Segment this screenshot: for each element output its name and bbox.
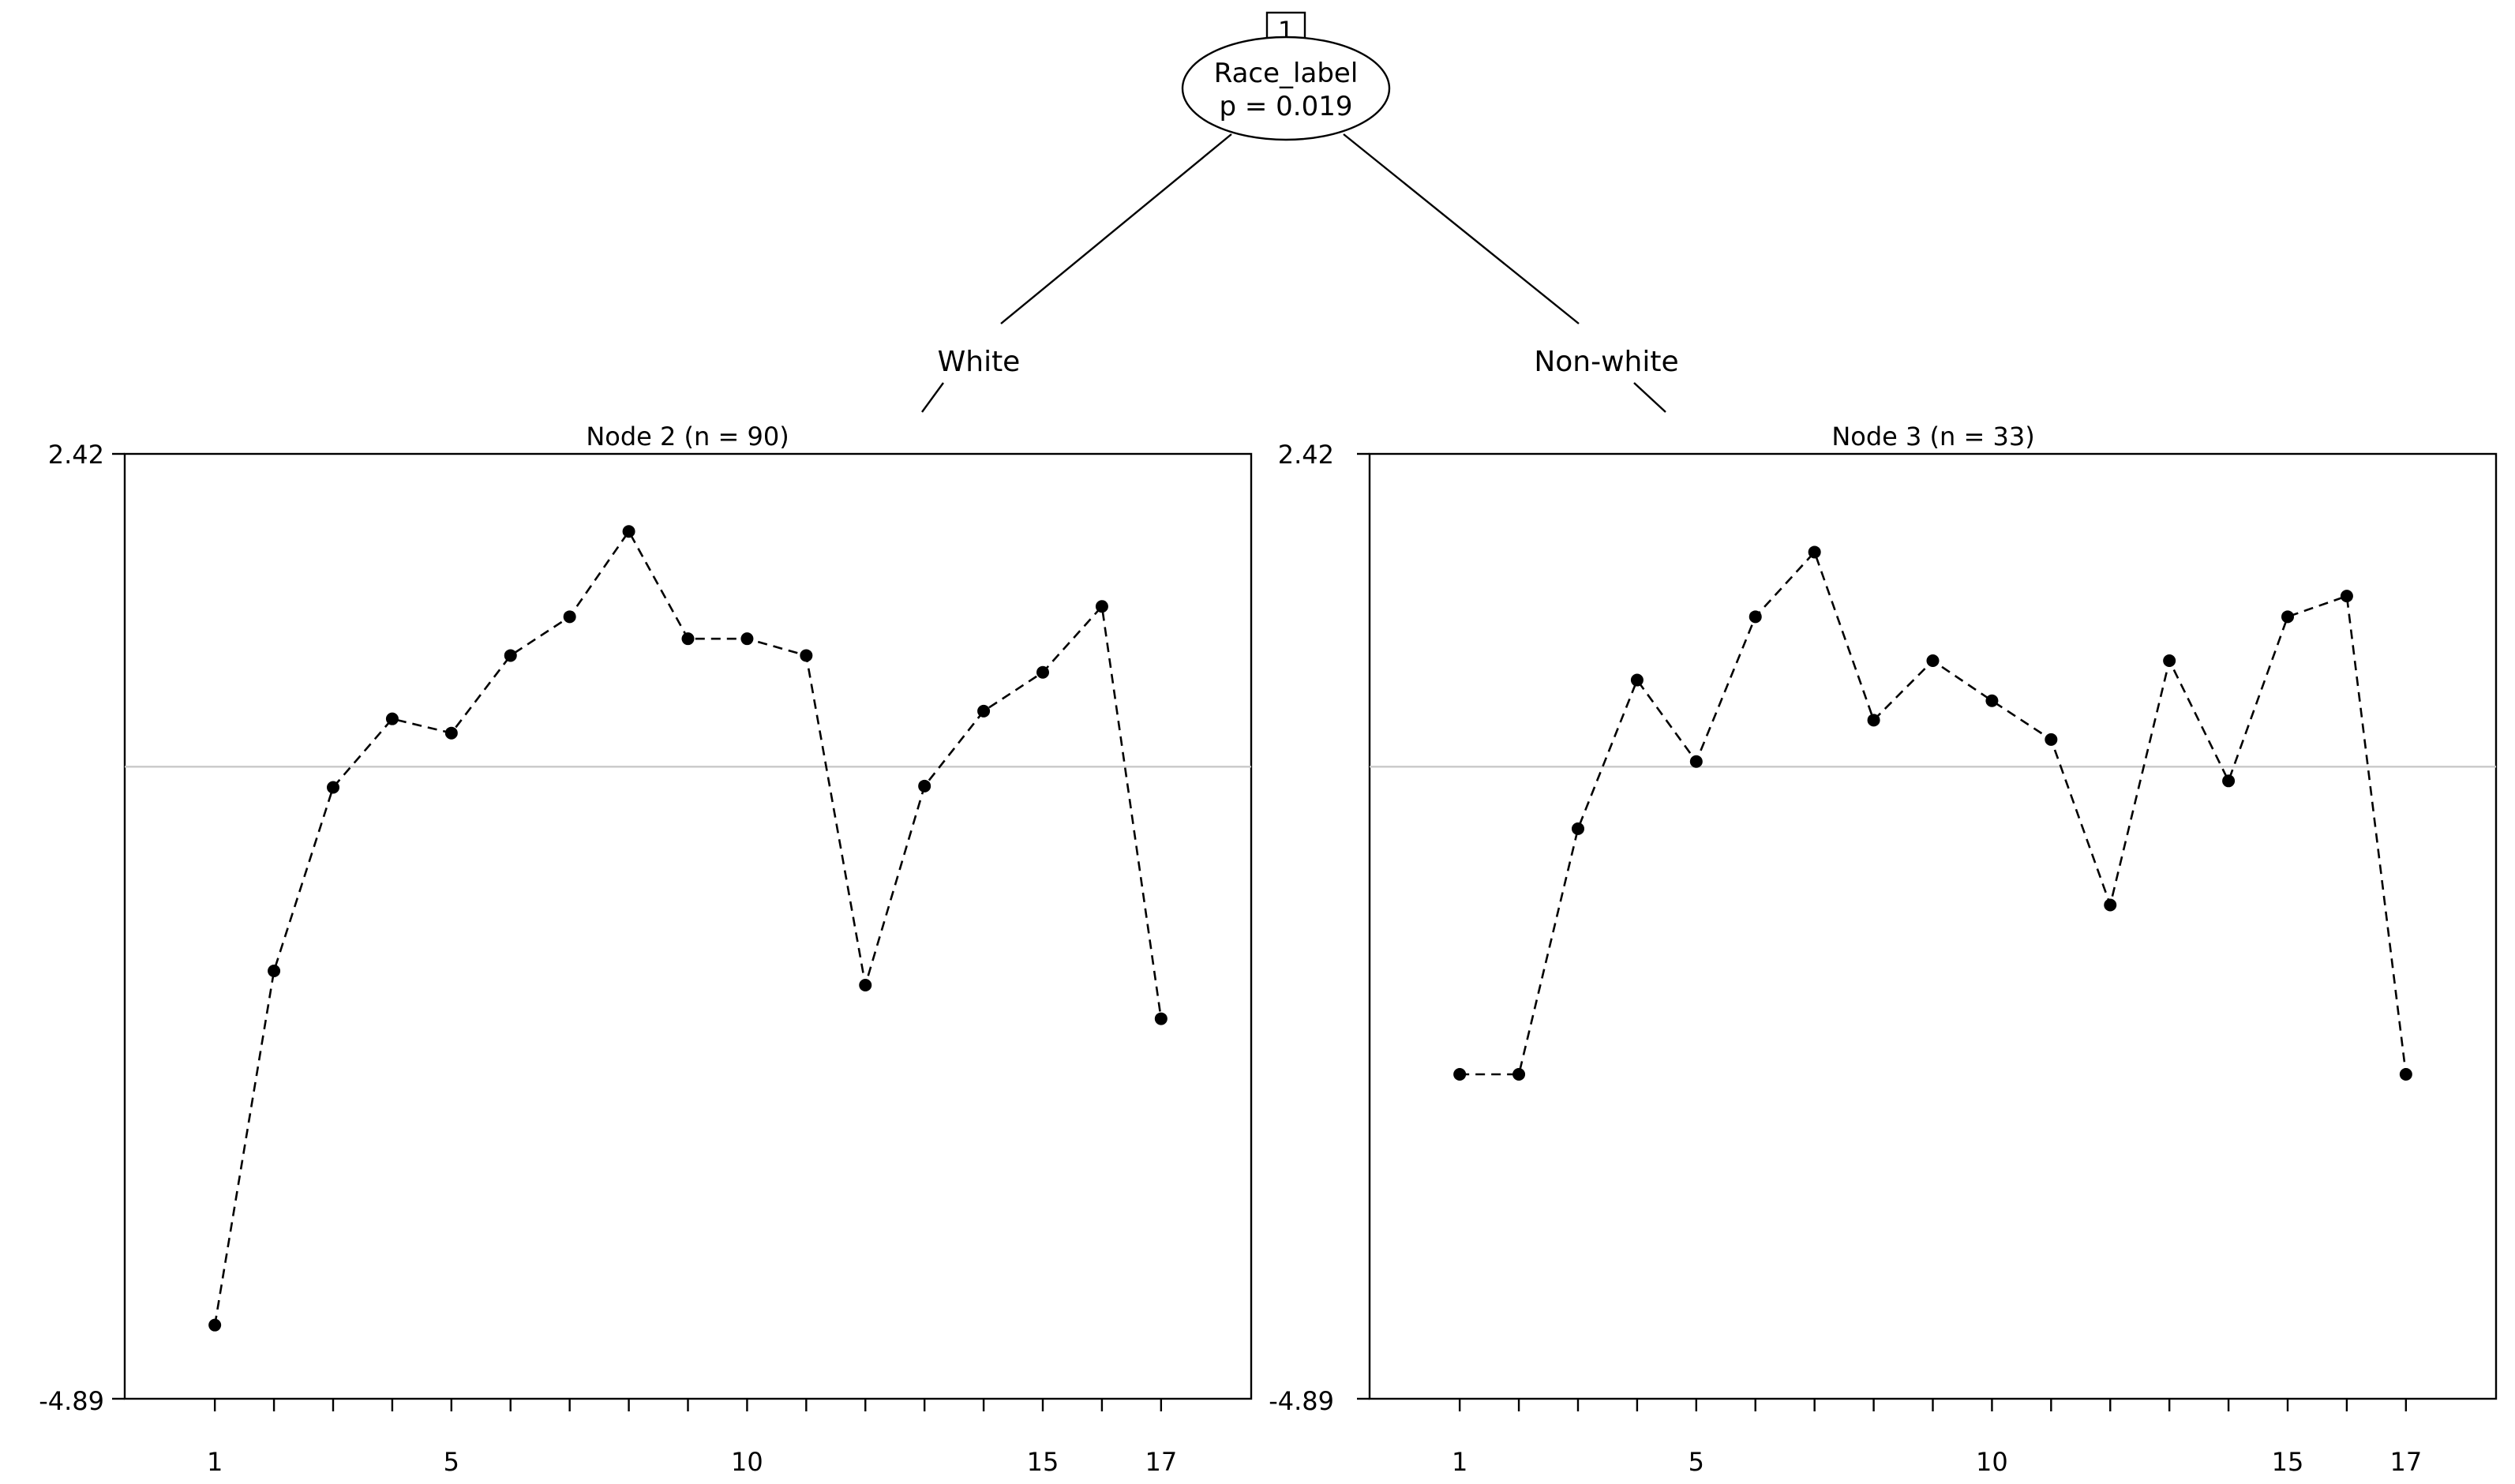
x-axis-tick-labels: 1 5 10 15 17 [1452,1447,2422,1477]
plot-frame [1368,452,2498,1400]
panel-title: Node 3 (n = 33) [1831,422,2034,452]
edge-right-lower [1633,382,1666,413]
x-axis-tick-labels: 1 5 10 15 17 [207,1447,1177,1477]
x-tick-label: 1 [207,1447,223,1477]
data-point [1689,755,1703,768]
data-point [2340,590,2353,603]
data-point [1926,654,1940,667]
data-point [1985,694,1999,707]
data-point [563,610,576,624]
series-line [213,529,1163,1325]
edge-right-label: Non-white [1534,346,1678,378]
data-point [1867,714,1880,727]
node-3-panel: Node 3 (n = 33) 2.42 -4.89 1 5 10 15 17 [1269,422,2498,1477]
data-point [268,964,281,977]
data-point [1749,610,1762,624]
data-point [208,1318,222,1332]
x-tick-label: 5 [1689,1447,1704,1477]
x-tick-label: 17 [1145,1447,1177,1477]
x-tick-label: 17 [2389,1447,2422,1477]
edge-left-lower [921,382,944,413]
x-axis-ticks [213,1399,1163,1411]
data-point [1036,665,1050,679]
series-points [1453,545,2412,1081]
x-tick-label: 10 [731,1447,763,1477]
edge-left-label: White [938,346,1021,378]
y-tick-label-bottom: -4.89 [1269,1386,1334,1416]
data-point [800,649,813,662]
node-2-panel: Node 2 (n = 90) 2.42 -4.89 1 5 10 15 17 [39,422,1253,1477]
x-tick-label: 15 [2272,1447,2304,1477]
x-tick-label: 15 [1027,1447,1059,1477]
y-tick-label-bottom: -4.89 [39,1386,104,1416]
x-tick-label: 10 [1976,1447,2008,1477]
data-point [1808,545,1821,559]
edge-right-upper [1343,133,1580,324]
series-points [208,525,1168,1332]
data-point [2222,774,2236,788]
data-point [918,779,931,793]
tree-edges: White Non-white [921,133,1679,413]
data-point [977,704,991,718]
data-point [1095,600,1108,613]
data-point [2399,1067,2412,1081]
data-point [1154,1012,1168,1025]
data-point [740,632,754,646]
data-point [385,712,399,725]
y-tick-label-top: 2.42 [1278,440,1334,470]
data-point [1571,822,1584,835]
root-node: 1 Race_label p = 0.019 [1181,11,1391,141]
data-point [2163,654,2176,667]
data-point [622,525,635,538]
data-point [1453,1067,1467,1081]
data-point [2104,898,2117,912]
series-line [1460,549,2408,1076]
x-tick-label: 5 [444,1447,459,1477]
panel-title: Node 2 (n = 90) [586,422,789,452]
root-node-variable: Race_label [1214,58,1359,89]
data-point [681,632,695,646]
data-point [2281,610,2295,624]
x-tick-label: 1 [1452,1447,1467,1477]
y-tick-label-top: 2.42 [48,440,104,470]
data-point [2045,733,2058,746]
data-point [444,726,458,740]
data-point [859,979,872,992]
edge-left-upper [1000,133,1232,324]
data-point [1630,673,1644,687]
x-axis-ticks [1458,1399,2408,1411]
data-point [504,649,517,662]
data-point [326,781,339,794]
data-point [1512,1067,1526,1081]
root-node-ellipse [1181,36,1391,141]
plot-frame [123,452,1253,1400]
root-node-p-value: p = 0.019 [1219,91,1352,122]
